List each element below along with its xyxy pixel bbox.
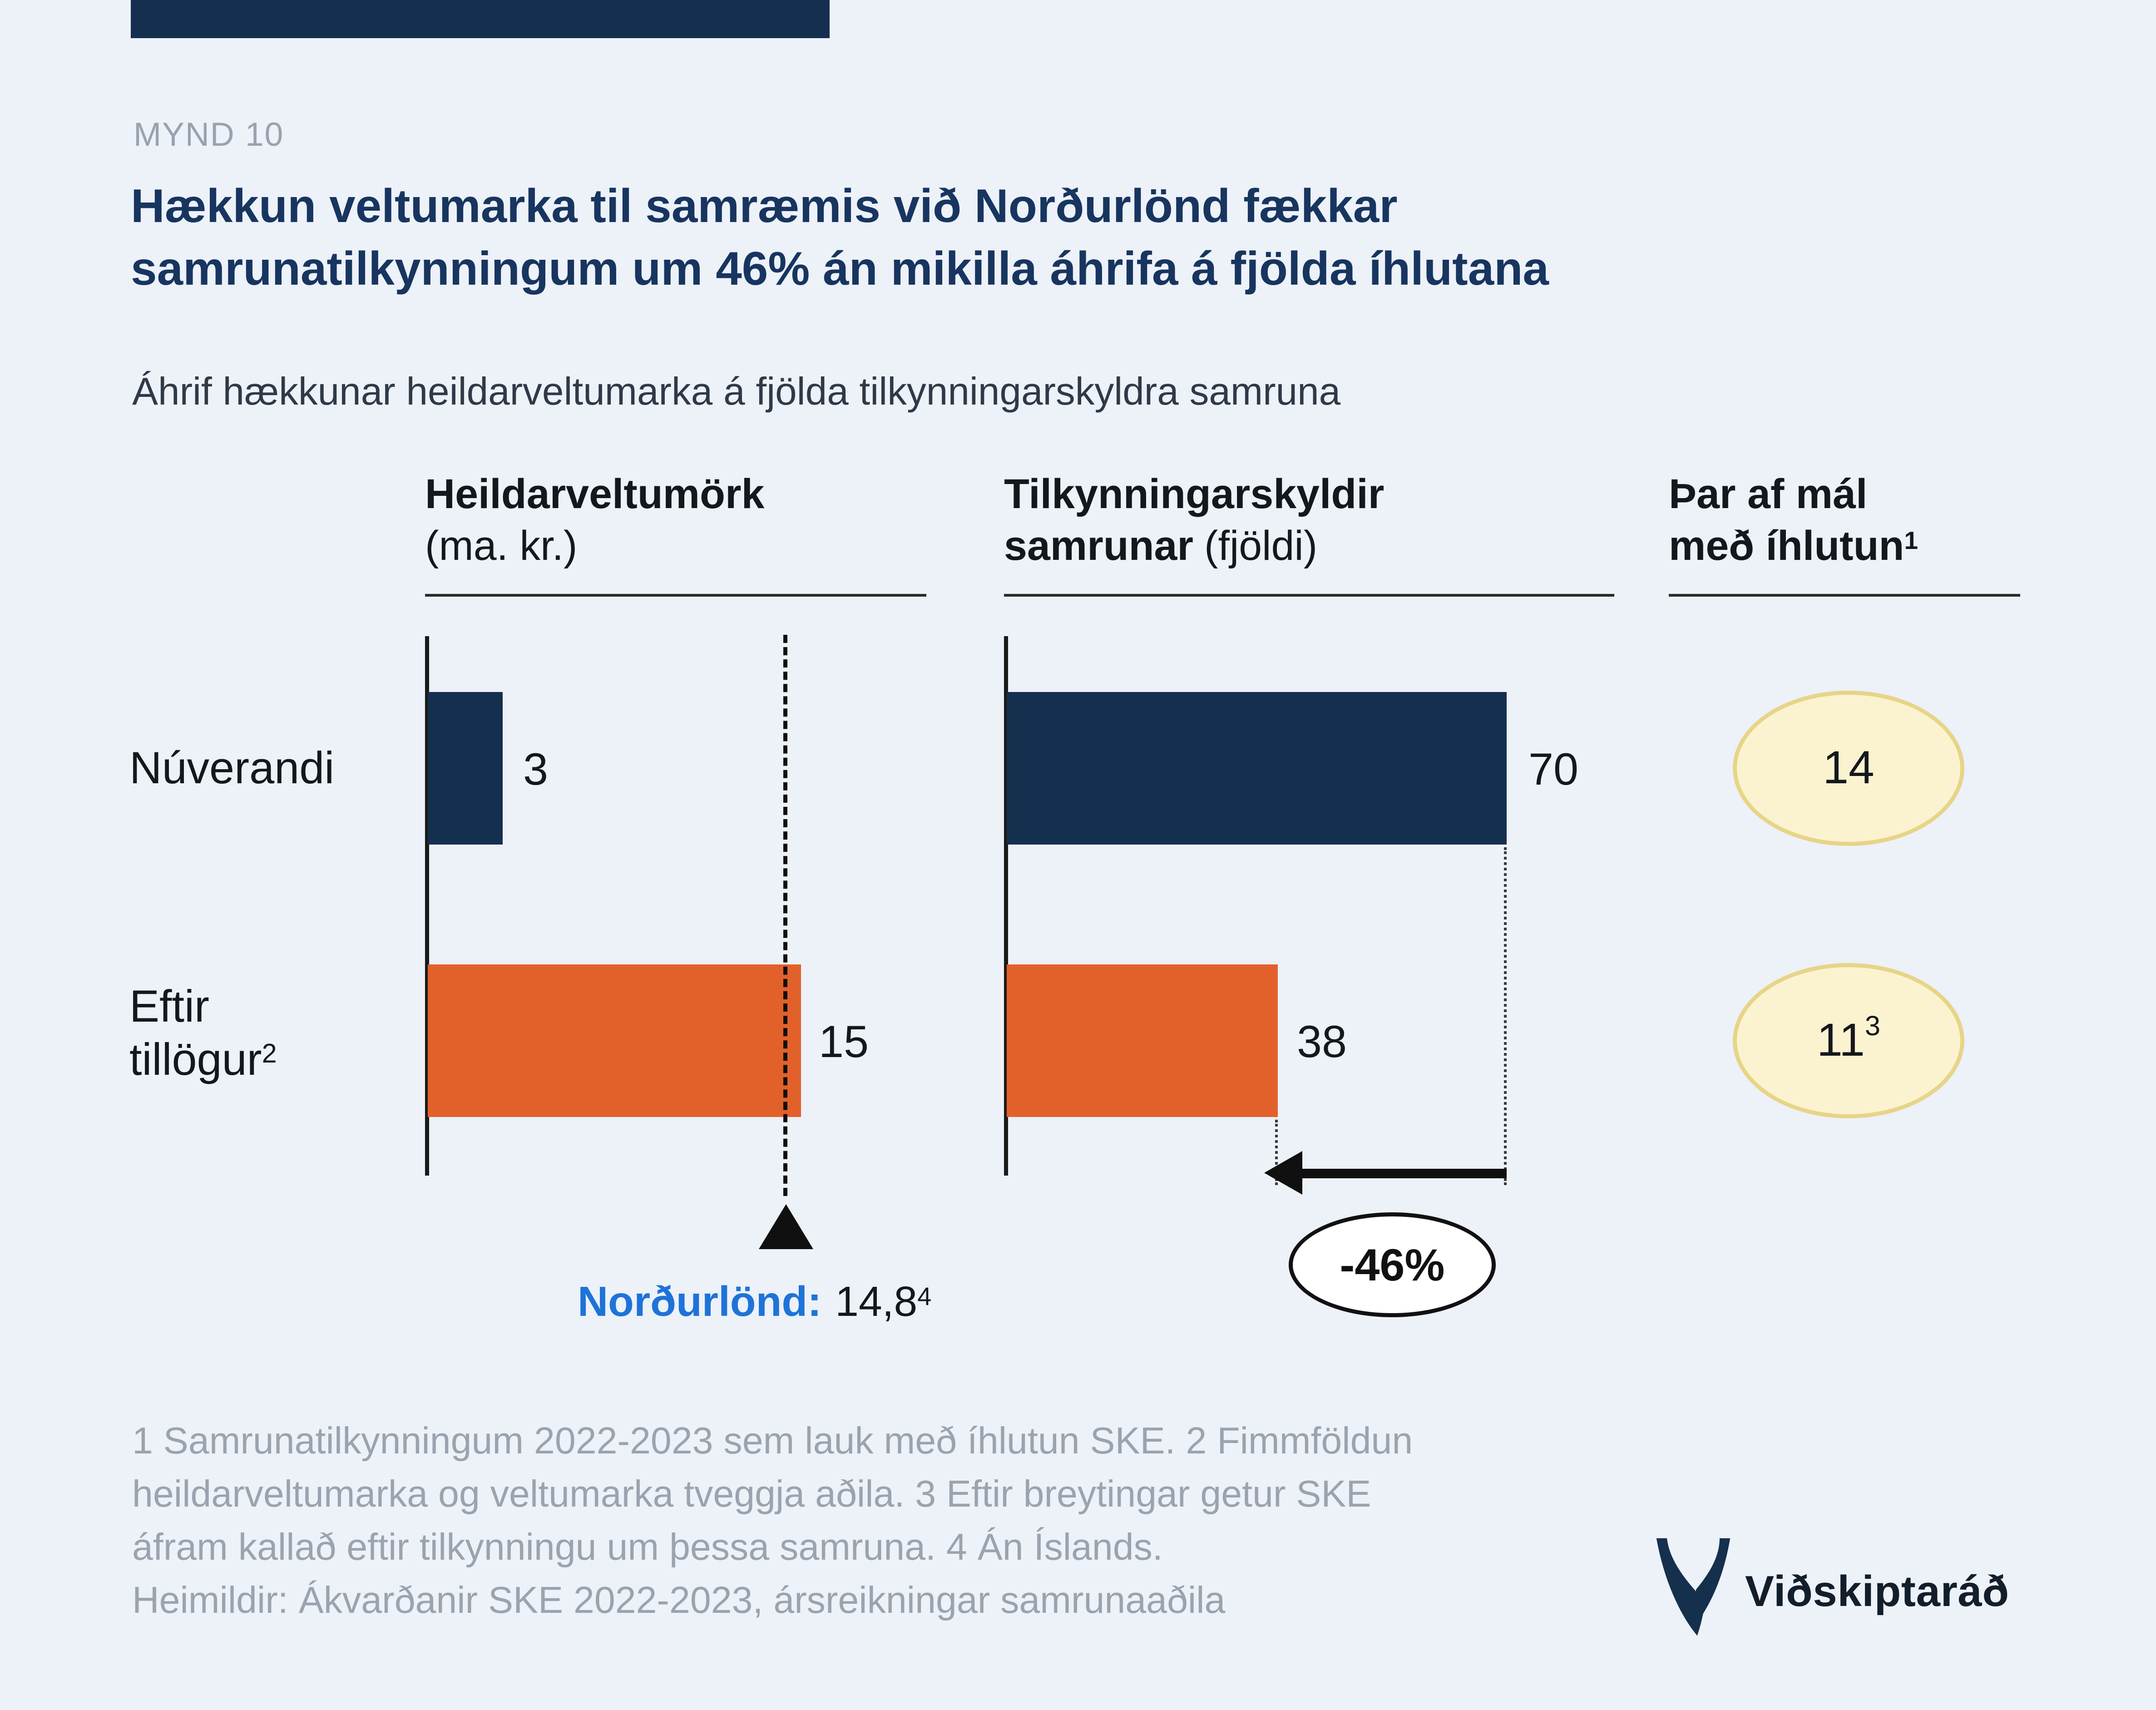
column-header-thresholds-unit: (ma. kr.) — [425, 524, 578, 570]
left-chart-axis — [425, 636, 429, 1176]
value-mergers-proposed: 38 — [1297, 1016, 1347, 1067]
value-thresholds-proposed: 15 — [819, 1016, 869, 1067]
bar-thresholds-current — [428, 692, 503, 845]
value-thresholds-current: 3 — [523, 744, 549, 794]
nordic-reference-name: Norðurlönd: — [578, 1278, 822, 1325]
intervention-value-proposed: 11 — [1817, 1014, 1865, 1066]
column-header-interventions: Þar af mál með íhlutun1 — [1669, 469, 2020, 597]
decrease-arrow-line — [1294, 1169, 1507, 1178]
bar-thresholds-proposed — [428, 964, 801, 1117]
row-label-current: Núverandi — [129, 742, 335, 793]
right-chart-axis — [1004, 636, 1008, 1176]
nordic-reference-line — [783, 635, 787, 1196]
intervention-proposed-footref: 3 — [1864, 1012, 1880, 1043]
vidskiptarad-logo-icon — [1656, 1538, 1731, 1636]
page-title-line2: samrunatilkynningum um 46% án mikilla áh… — [131, 243, 1549, 295]
footnote-line2: heildarveltumarka og veltumarka tveggja … — [132, 1473, 1371, 1515]
column-header-mergers: Tilkynningarskyldir samrunar (fjöldi) — [1004, 469, 1614, 597]
figure-label: MYND 10 — [134, 117, 284, 154]
intervention-value-current: 14 — [1823, 741, 1874, 794]
column-header-interventions-title1: Þar af mál — [1669, 471, 1868, 518]
intervention-ellipse-proposed: 11 3 — [1733, 963, 1964, 1118]
column-header-thresholds: Heildarveltumörk (ma. kr.) — [425, 469, 926, 597]
page-subtitle: Áhrif hækkunar heildarveltumarka á fjöld… — [132, 371, 1341, 414]
bar-mergers-current — [1007, 692, 1507, 845]
decrease-arrow-head-icon — [1264, 1151, 1302, 1195]
guide-line-current — [1504, 847, 1507, 1185]
row-label-proposed-line2: tillögur — [129, 1033, 262, 1084]
page-title-line1: Hækkun veltumarka til samræmis við Norðu… — [131, 181, 1398, 233]
footnotes: 1 Samrunatilkynningum 2022-2023 sem lauk… — [132, 1414, 1413, 1627]
accent-bar — [131, 0, 830, 38]
row-label-proposed-footref: 2 — [262, 1039, 277, 1070]
nordic-reference-label: Norðurlönd: 14,84 — [578, 1278, 931, 1327]
column-header-interventions-footref: 1 — [1904, 526, 1918, 555]
row-label-proposed: Eftir tillögur2 — [129, 981, 277, 1087]
column-header-mergers-title2: samrunar — [1004, 524, 1194, 570]
footnote-line1: 1 Samrunatilkynningum 2022-2023 sem lauk… — [132, 1419, 1413, 1462]
column-header-mergers-title1: Tilkynningarskyldir — [1004, 471, 1385, 518]
nordic-reference-value: 14,8 — [835, 1278, 918, 1325]
logo-text: Viðskiptaráð — [1745, 1567, 2009, 1616]
bar-mergers-proposed — [1007, 964, 1278, 1117]
footnote-line3: áfram kallað eftir tilkynningu um þessa … — [132, 1526, 1163, 1568]
column-header-thresholds-title: Heildarveltumörk — [425, 471, 765, 518]
page-title: Hækkun veltumarka til samræmis við Norðu… — [131, 177, 2065, 301]
decrease-badge: -46% — [1289, 1212, 1496, 1317]
footnote-line4: Heimildir: Ákvarðanir SKE 2022-2023, árs… — [132, 1579, 1226, 1621]
column-header-mergers-unit: (fjöldi) — [1204, 524, 1318, 570]
nordic-reference-footref: 4 — [917, 1281, 932, 1310]
value-mergers-current: 70 — [1528, 744, 1579, 794]
nordic-marker-triangle-icon — [759, 1204, 813, 1249]
column-header-interventions-title2: með íhlutun — [1669, 524, 1904, 570]
intervention-ellipse-current: 14 — [1733, 691, 1964, 846]
row-label-proposed-line1: Eftir — [129, 981, 210, 1031]
